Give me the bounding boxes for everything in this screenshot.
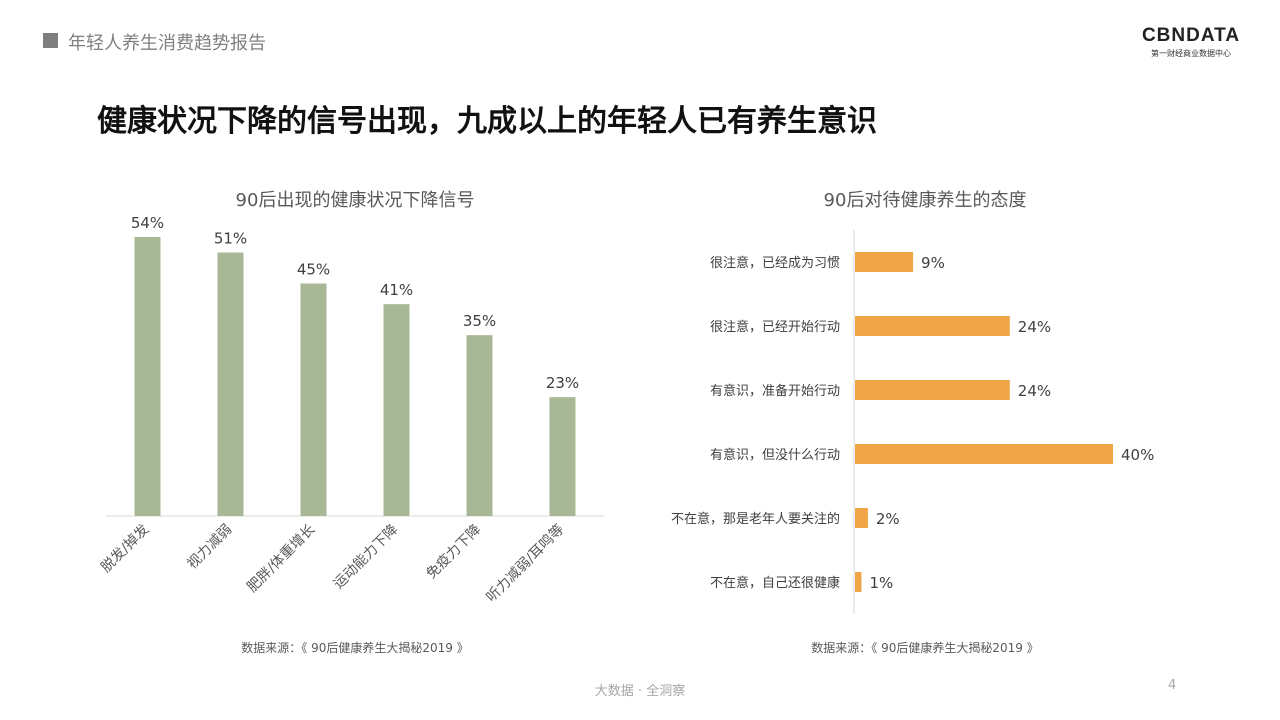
left-bar <box>217 252 244 516</box>
logo-wordmark: CBNDATA <box>1141 25 1241 46</box>
right-category-label: 有意识，准备开始行动 <box>710 383 840 399</box>
right-bar <box>855 252 914 272</box>
left-category-label: 脱发/掉发 <box>98 522 152 576</box>
right-bar <box>855 316 1010 336</box>
right-bar <box>855 444 1113 464</box>
right-chart-title: 90后对待健康养生的态度 <box>823 190 1027 211</box>
right-bar-value-label: 9% <box>921 254 945 272</box>
cbndata-logo: CBNDATA 第一财经商业数据中心 <box>1136 26 1246 59</box>
left-bar <box>383 304 410 516</box>
right-bar-value-label: 1% <box>869 574 893 592</box>
right-bar <box>855 508 868 528</box>
report-title: 年轻人养生消费趋势报告 <box>68 33 266 54</box>
slide-title: 健康状况下降的信号出现，九成以上的年轻人已有养生意识 <box>97 104 877 139</box>
right-category-label: 很注意，已经成为习惯 <box>710 255 840 271</box>
right-chart-source: 数据来源：《 90后健康养生大揭秘2019 》 <box>811 641 1039 655</box>
left-bar <box>466 335 493 516</box>
right-category-label: 不在意，自己还很健康 <box>710 575 840 591</box>
left-category-label: 听力减弱/耳鸣等 <box>483 521 568 606</box>
right-bar-value-label: 24% <box>1018 318 1051 336</box>
left-bar <box>300 283 327 516</box>
footer-slogan: 大数据 · 全洞察 <box>594 684 686 699</box>
right-bar <box>855 572 862 592</box>
left-bar-value-label: 45% <box>297 261 330 279</box>
left-category-label: 肥胖/体重增长 <box>244 522 318 596</box>
left-category-label: 视力减弱 <box>184 522 235 573</box>
left-bar-value-label: 35% <box>463 312 496 330</box>
right-bar-value-label: 2% <box>876 510 900 528</box>
left-chart-source: 数据来源：《 90后健康养生大揭秘2019 》 <box>241 641 469 655</box>
right-category-label: 有意识，但没什么行动 <box>710 447 840 463</box>
page-number: 4 <box>1168 678 1177 693</box>
left-bar-value-label: 54% <box>131 214 164 232</box>
left-bar <box>549 397 576 516</box>
left-bar-value-label: 41% <box>380 281 413 299</box>
left-bar-value-label: 23% <box>546 374 579 392</box>
right-category-label: 很注意，已经开始行动 <box>710 319 840 335</box>
right-bar-value-label: 24% <box>1018 382 1051 400</box>
left-bar <box>134 237 161 516</box>
left-bar-value-label: 51% <box>214 230 247 248</box>
left-category-label: 免疫力下降 <box>424 522 485 583</box>
right-bar <box>855 380 1010 400</box>
left-chart-title: 90后出现的健康状况下降信号 <box>235 190 475 211</box>
right-category-label: 不在意，那是老年人要关注的 <box>671 511 840 527</box>
header-square <box>43 33 58 48</box>
left-category-label: 运动能力下降 <box>331 522 402 593</box>
right-bar-value-label: 40% <box>1121 446 1154 464</box>
logo-subtitle: 第一财经商业数据中心 <box>1151 49 1231 58</box>
